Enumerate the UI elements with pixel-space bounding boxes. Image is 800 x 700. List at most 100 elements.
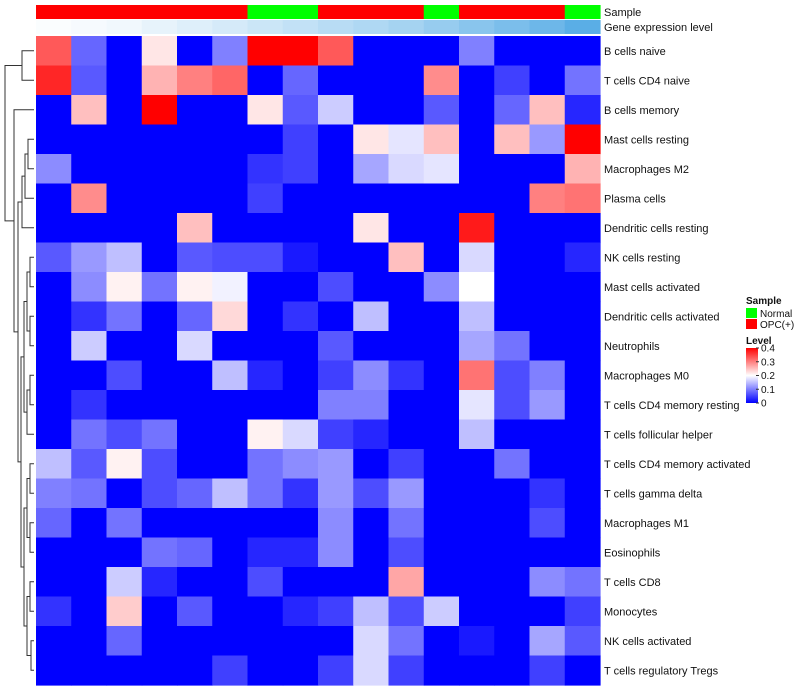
heatmap-cell [212,124,249,155]
heatmap-cell [36,390,72,421]
heatmap-cell [318,242,354,273]
sample-cell [388,5,425,19]
heatmap-cell [529,596,566,627]
heatmap-cell [459,390,495,421]
heatmap-cell [177,626,213,657]
heatmap-cell [247,213,284,244]
heatmap-cell [247,478,284,509]
heatmap-cell [141,508,178,539]
heatmap-cell [564,449,601,480]
heatmap-cell [141,183,178,214]
heatmap-cell [459,154,495,185]
heatmap-cell [212,331,249,362]
heatmap-cell [353,331,390,362]
heatmap-cell [36,65,72,96]
heatmap-cell [106,449,143,480]
heatmap-cell [318,449,354,480]
sample-cell [36,5,72,19]
heatmap-cell [529,331,566,362]
heatmap-cell [36,301,72,332]
heatmap-cell [141,95,178,126]
heatmap-cell [71,124,108,155]
heatmap-cell [106,626,143,657]
dendrogram-branch [29,581,34,612]
heatmap-cell [529,478,566,509]
heatmap-cell [388,154,425,185]
heatmap-cell [529,449,566,480]
heatmap-cell [388,36,425,67]
heatmap-cell [247,301,284,332]
heatmap-cell [282,242,319,273]
heatmap-cell [71,95,108,126]
row-dendrogram [4,50,34,671]
heatmap-cell [529,390,566,421]
gene-expression-cell [36,20,72,34]
gene-expression-cell [106,20,143,34]
heatmap-cell [106,301,143,332]
heatmap-cell [388,596,425,627]
heatmap-cell [318,567,354,598]
heatmap-cell [529,537,566,568]
sample-cell [141,5,178,19]
heatmap-cell [494,213,531,244]
heatmap-cell [212,449,249,480]
row-label: T cells CD4 memory resting [604,400,740,412]
gene-expression-annotation-track [36,20,601,34]
heatmap-cell [529,655,566,686]
heatmap-cell [247,537,284,568]
heatmap-cell [282,154,319,185]
heatmap-cell [36,360,72,391]
heatmap-cell [388,213,425,244]
heatmap-cell [318,596,354,627]
heatmap-cell [388,95,425,126]
heatmap-cell [71,154,108,185]
heatmap-cell [177,124,213,155]
heatmap-cell [177,331,213,362]
heatmap-cell [106,183,143,214]
heatmap-cell [106,390,143,421]
heatmap-cell [564,183,601,214]
heatmap-cell [282,301,319,332]
heatmap-cell [529,301,566,332]
heatmap-cell [247,567,284,598]
heatmap-cell [529,36,566,67]
heatmap-cell [282,331,319,362]
heatmap-cell [282,478,319,509]
heatmap-cell [494,331,531,362]
heatmap-cell [423,419,460,450]
heatmap-cell [282,272,319,303]
sample-cell [212,5,249,19]
gene-expression-cell [353,20,390,34]
heatmap-cell [318,390,354,421]
heatmap-cell [36,567,72,598]
legend-level-tick-label: 0.4 [761,344,775,355]
heatmap-cell [318,36,354,67]
heatmap-cell [71,508,108,539]
gene-expression-cell [529,20,566,34]
heatmap-cell [247,508,284,539]
heatmap-cell [141,154,178,185]
heatmap-cell [106,154,143,185]
heatmap-cell [177,36,213,67]
heatmap-cell [177,655,213,686]
heatmap-cell [106,213,143,244]
heatmap-cell [282,419,319,450]
row-label: T cells CD4 naive [604,75,690,87]
dendrogram-branch [13,109,34,333]
heatmap-cell [106,478,143,509]
row-label: Dendritic cells resting [604,223,709,235]
gene-expression-cell [71,20,108,34]
heatmap-cell [141,272,178,303]
heatmap-cell [388,183,425,214]
heatmap-cell [106,36,143,67]
heatmap-cell [423,655,460,686]
heatmap-cell [247,596,284,627]
heatmap-cell [71,213,108,244]
heatmap-cell [353,390,390,421]
heatmap-cell [71,655,108,686]
heatmap-cell [177,449,213,480]
heatmap-cell [529,124,566,155]
heatmap-cell [564,331,601,362]
gene-expression-cell [141,20,178,34]
legend: Sample Normal OPC(+) Level 0.4 0.3 0.2 0.1 0 [746,296,794,410]
